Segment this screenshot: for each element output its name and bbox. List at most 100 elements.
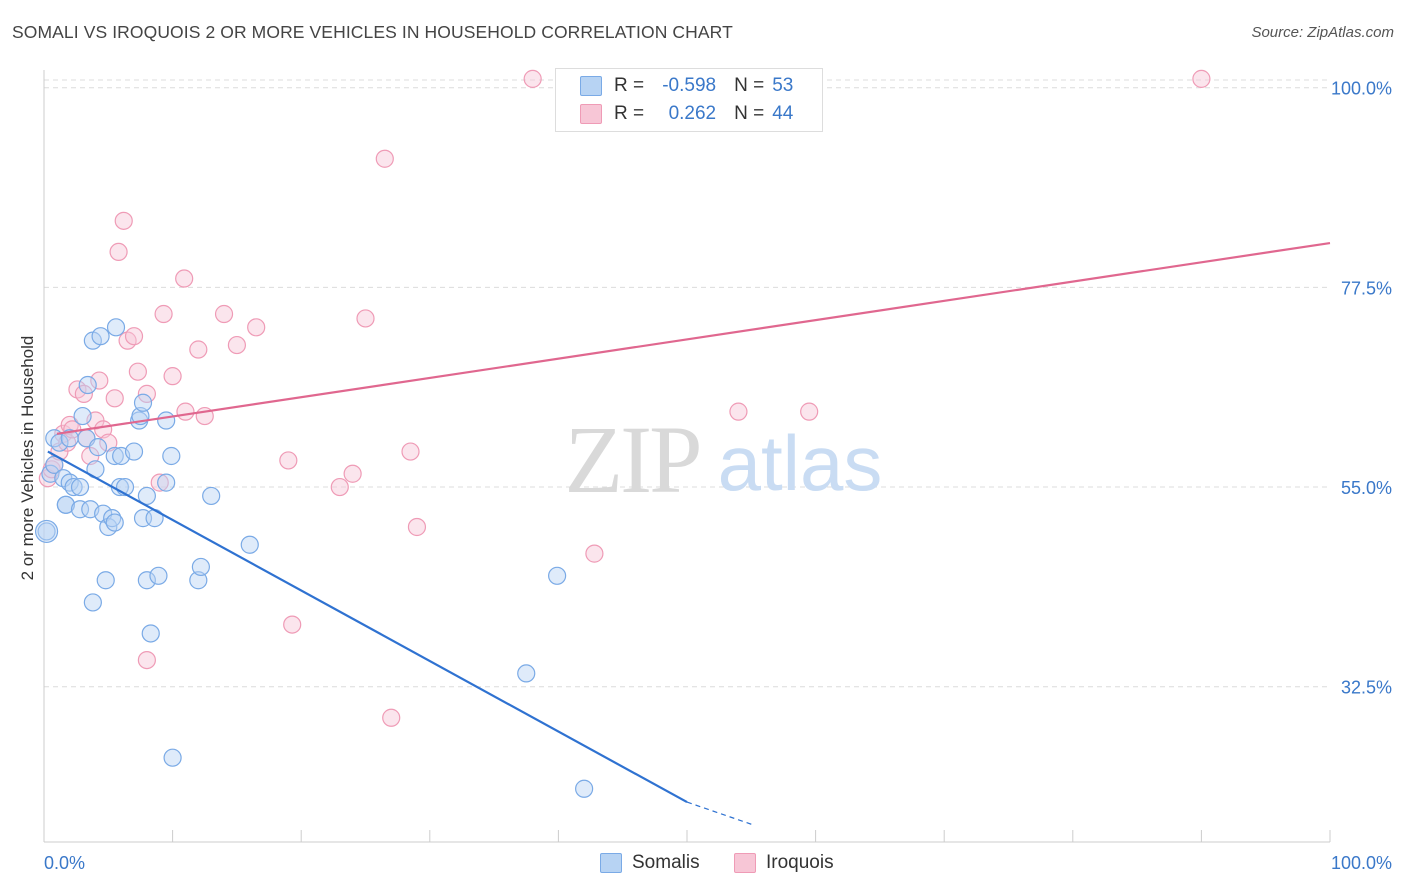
somalis-point xyxy=(88,438,108,457)
somalis-point xyxy=(202,486,221,506)
n-label: N = xyxy=(734,75,765,96)
iroquois-point xyxy=(124,327,144,346)
somalis-point xyxy=(162,446,181,466)
iroquois-point xyxy=(154,304,173,324)
iroquois-point xyxy=(585,544,604,563)
somalis-swatch xyxy=(580,76,602,96)
iroquois-point xyxy=(74,384,93,403)
somalis-point xyxy=(37,522,56,541)
iroquois-point xyxy=(407,517,427,537)
iroquois-point xyxy=(175,269,194,288)
iroquois-point xyxy=(105,389,124,408)
iroquois-point xyxy=(189,340,208,359)
somalis-trend-extension xyxy=(686,801,752,825)
y-tick-label: 77.5% xyxy=(1341,278,1392,298)
iroquois-point xyxy=(150,473,169,492)
somalis-point xyxy=(157,473,176,492)
somalis-point xyxy=(83,593,102,612)
r-label: R = xyxy=(614,75,645,96)
somalis-point xyxy=(149,566,168,585)
somalis-point xyxy=(133,393,153,412)
iroquois-swatch xyxy=(734,853,756,873)
iroquois-point xyxy=(279,451,298,470)
somalis-point xyxy=(105,513,124,532)
r-value: 0.262 xyxy=(668,103,717,124)
iroquois-point xyxy=(343,464,362,483)
iroquois-point xyxy=(114,211,133,230)
y-tick-label: 100.0% xyxy=(1331,79,1392,99)
somalis-point xyxy=(70,477,90,497)
legend-item-somalis: Somalis xyxy=(600,852,700,874)
watermark: ZIP atlas xyxy=(565,406,883,513)
iroquois-point xyxy=(163,367,182,386)
somalis-point xyxy=(575,779,594,798)
stats-legend: R = -0.598 N = 53 R = 0.262 N = 44 xyxy=(555,68,823,132)
r-label: R = xyxy=(614,103,645,124)
iroquois-point xyxy=(90,371,109,390)
somalis-point xyxy=(240,535,259,554)
somalis-point xyxy=(34,519,59,544)
iroquois-point xyxy=(283,615,302,634)
iroquois-point xyxy=(523,69,542,88)
source-label: Source: ZipAtlas.com xyxy=(1251,24,1394,41)
somalis-swatch xyxy=(600,853,622,873)
iroquois-point xyxy=(401,442,420,461)
watermark-zip: ZIP xyxy=(565,406,700,513)
somalis-point xyxy=(45,455,64,474)
tick-labels: 32.5% 55.0% 77.5% 100.0% 0.0% 100.0% xyxy=(44,79,1392,873)
iroquois-point xyxy=(214,304,234,324)
iroquois-point xyxy=(382,708,401,727)
somalis-point xyxy=(124,442,144,461)
r-value: -0.598 xyxy=(662,75,717,96)
somalis-point xyxy=(73,406,92,426)
iroquois-point xyxy=(137,384,156,403)
somalis-point xyxy=(548,566,567,585)
somalis-point xyxy=(191,557,210,577)
iroquois-point xyxy=(94,420,113,439)
iroquois-point xyxy=(375,149,394,168)
axes xyxy=(43,70,1331,843)
somalis-point xyxy=(157,411,176,430)
somalis-point xyxy=(96,571,115,590)
iroquois-points xyxy=(38,69,1211,727)
trend-lines xyxy=(47,241,1331,825)
iroquois-trend-line xyxy=(56,241,1331,435)
iroquois-point xyxy=(227,335,246,355)
somalis-point xyxy=(70,500,90,519)
iroquois-point xyxy=(247,318,266,337)
iroquois-swatch xyxy=(580,104,602,124)
somalis-point xyxy=(91,327,110,346)
somalis-point xyxy=(189,571,208,590)
somalis-point xyxy=(56,495,75,514)
n-value: 44 xyxy=(772,103,794,124)
iroquois-point xyxy=(729,402,748,421)
n-label: N = xyxy=(734,103,765,124)
legend-label-somalis: Somalis xyxy=(632,852,700,873)
series-legend: Somalis Iroquois xyxy=(0,852,1406,878)
iroquois-point xyxy=(176,402,195,421)
n-value: 53 xyxy=(772,75,794,96)
legend-item-iroquois: Iroquois xyxy=(734,852,834,874)
somalis-point xyxy=(105,446,124,466)
somalis-point xyxy=(78,375,97,395)
somalis-point xyxy=(106,318,126,337)
somalis-point xyxy=(517,664,536,683)
somalis-point xyxy=(64,477,83,497)
iroquois-point xyxy=(800,402,819,421)
x-tick-label: 0.0% xyxy=(44,853,85,873)
chart-title: SOMALI VS IROQUOIS 2 OR MORE VEHICLES IN… xyxy=(12,22,733,42)
legend-row-iroquois: R = 0.262 N = 44 xyxy=(580,102,793,126)
iroquois-point xyxy=(1192,69,1211,88)
legend-row-somalis: R = -0.598 N = 53 xyxy=(580,74,793,98)
somalis-trend-line xyxy=(47,450,688,804)
somalis-point xyxy=(137,486,156,506)
iroquois-point xyxy=(128,362,147,381)
grid-lines xyxy=(44,79,1330,688)
somalis-point xyxy=(137,571,156,590)
iroquois-point xyxy=(356,309,375,328)
y-tick-label: 55.0% xyxy=(1341,478,1392,498)
iroquois-point xyxy=(109,242,128,262)
somalis-point xyxy=(141,624,160,643)
watermark-atlas: atlas xyxy=(718,419,883,507)
